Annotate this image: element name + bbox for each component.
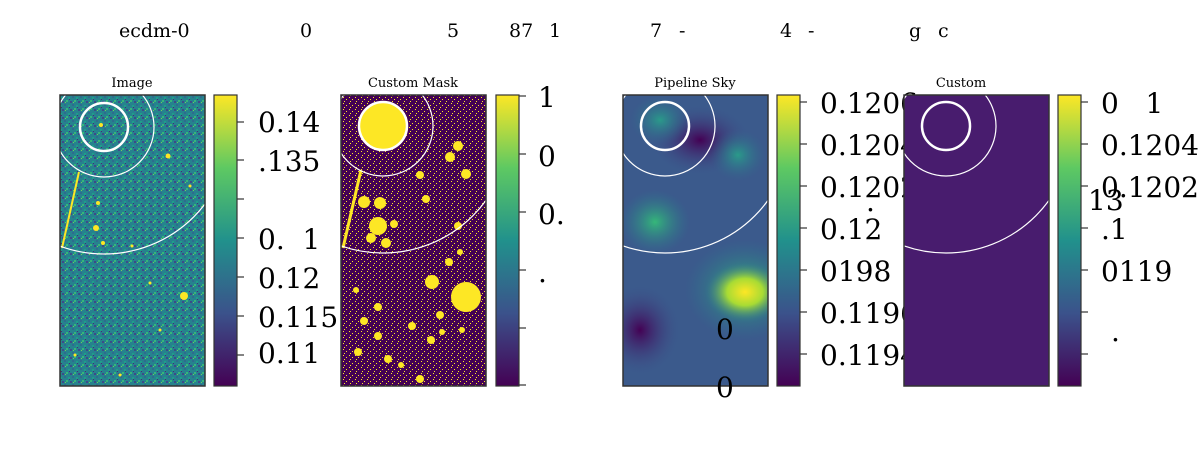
colorbar-tick-label: 0.1204 [1101,129,1199,162]
custom-heatmap [904,95,1049,386]
colorbar [495,94,520,387]
colorbar-tick-label: 0.1202 [1101,171,1199,204]
image-heatmap [60,95,205,386]
top-fragment: c [938,20,949,42]
top-fragment: 1 [549,20,561,42]
stray-label: 0 [716,313,734,346]
top-fragment: 4 [780,20,792,42]
top-fragment: ecdm-0 [119,20,190,42]
colorbar-tick-label: 0. [538,198,565,231]
top-fragment: 5 [447,20,459,42]
colorbar-tick-label: .135 [258,145,320,178]
colorbar-tick-label: 0198 [820,255,891,288]
colorbar-tick-label: 0119 [1101,255,1172,288]
colorbar-tick-label: 0.12 [820,213,882,246]
colorbar-tick-label: 0.1196 [820,297,918,330]
panel-title: Pipeline Sky [654,76,736,91]
panel-custom-mask: Custom Mask [340,76,565,387]
panel-custom: Custom 0 1 0.1204 0.1202 .1 0119 . 13 [903,76,1199,387]
mask-heatmap [341,95,486,386]
colorbar-tick-label: 0.12 [258,262,320,295]
sky-heatmap [623,95,768,386]
top-fragments: ecdm-0 0 5 87 1 7 - 4 - g c [119,20,949,42]
top-fragment: - [808,20,814,42]
panel-title: Custom Mask [368,76,458,91]
stray-label: 0 [716,371,734,404]
colorbar-tick-label: 0.1202 [820,171,918,204]
colorbar-tick-label: 0.14 [258,106,320,139]
top-fragment: 87 [509,20,533,42]
panel-pipeline-sky: Pipeline Sky 0.1206 0.1204 0.1202 0.12 0… [622,76,960,404]
panel-title: Custom [936,76,986,91]
colorbar [776,94,801,387]
stray-label: . [866,185,875,218]
top-fragment: g [909,20,921,42]
colorbar-tick-label: 0.1204 [820,129,918,162]
colorbar-tick-label: 0.115 [258,301,338,334]
colorbar-tick-label: 0.1194 [820,339,918,372]
top-fragment: 0 [300,20,312,42]
colorbar-tick-label: 1 [538,81,556,114]
colorbar-tick-label: . [1111,315,1120,348]
colorbar-tick-label: .1 [1101,213,1128,246]
colorbar [213,94,238,387]
top-fragment: 7 [650,20,662,42]
colorbar-tick-label: 0.11 [258,337,320,370]
stray-label: 13 [1088,184,1124,217]
panel-image: Image 0.14 .135 0. 1 0.12 0.115 [59,76,338,387]
panel-title: Image [111,76,153,91]
colorbar-tick-label: 0.1206 [820,87,918,120]
top-fragment: - [679,20,685,42]
colorbar [1057,94,1082,387]
colorbar-tick-label: . [538,256,547,289]
colorbar-tick-label: 0 1 [1101,87,1163,120]
colorbar-tick-label: 0 [538,140,556,173]
colorbar-tick-label: 0. 1 [258,223,320,256]
